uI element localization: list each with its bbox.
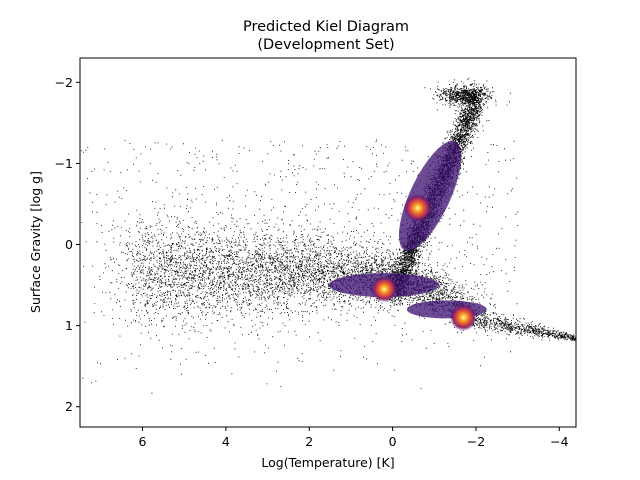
density-overlay xyxy=(329,140,487,331)
x-tick-label: 6 xyxy=(139,434,147,449)
density-hotspot xyxy=(403,194,432,223)
y-axis-label: Surface Gravity [log g] xyxy=(28,171,43,313)
y-axis: −2 −1 0 1 2 xyxy=(55,75,80,414)
x-tick-label: 0 xyxy=(389,434,397,449)
y-tick-label: 1 xyxy=(65,318,73,333)
x-tick-label: 2 xyxy=(305,434,313,449)
x-tick-label: −2 xyxy=(467,434,485,449)
x-axis: 6 4 2 0 −2 −4 xyxy=(139,427,569,449)
chart-title-line2: (Development Set) xyxy=(257,37,394,53)
plot-background xyxy=(80,58,576,427)
x-tick-label: −4 xyxy=(550,434,568,449)
density-core xyxy=(398,140,462,251)
chart-title-line1: Predicted Kiel Diagram xyxy=(243,19,409,35)
y-tick-label: −1 xyxy=(55,156,73,171)
x-tick-label: 4 xyxy=(222,434,230,449)
plot-frame xyxy=(79,57,577,428)
density-hotspot xyxy=(450,304,477,331)
y-tick-label: 2 xyxy=(65,399,73,414)
x-axis-label: Log(Temperature) [K] xyxy=(261,455,394,470)
y-tick-label: −2 xyxy=(55,75,73,90)
density-hotspot xyxy=(371,276,398,303)
y-tick-label: 0 xyxy=(65,237,73,252)
